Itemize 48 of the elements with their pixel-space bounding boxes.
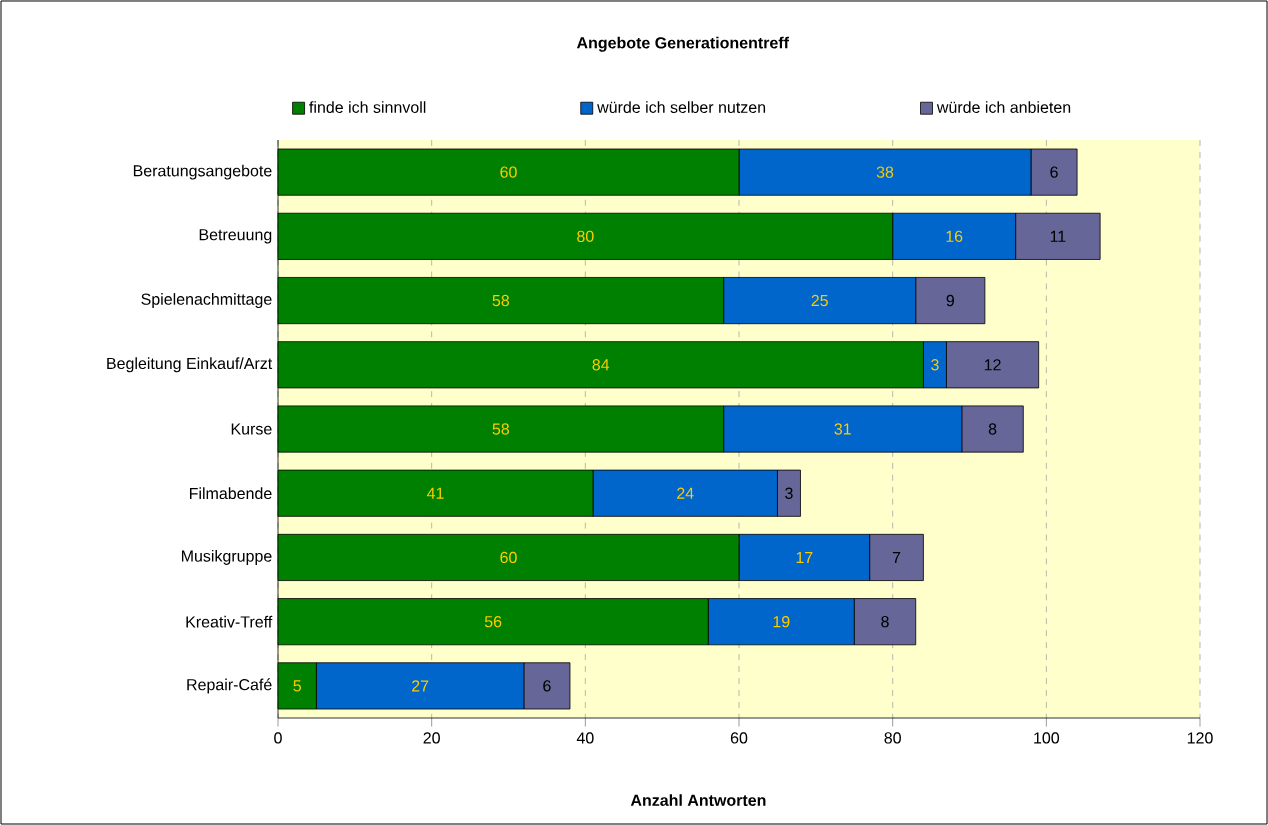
data-label: 41 [426,487,444,499]
data-label: 19 [773,615,790,628]
data-label: 58 [492,423,510,435]
data-label: 31 [834,423,851,435]
data-label: 6 [1050,166,1058,178]
y-tick-label: Filmabende [189,487,272,500]
data-label: 17 [796,551,813,563]
x-tick-label: 40 [576,732,594,744]
data-label: 11 [1050,230,1066,242]
data-label: 60 [500,166,517,178]
data-label: 3 [931,359,939,371]
x-tick-label: 120 [1187,732,1213,744]
legend-label: würde ich anbieten [936,101,1071,113]
data-label: 3 [785,487,793,499]
data-label: 25 [811,294,828,307]
y-tick-label: Spielenachmittage [141,293,272,309]
data-label: 24 [677,487,694,499]
data-label: 8 [988,423,997,435]
data-label: 80 [577,230,594,242]
data-label: 16 [946,230,963,242]
x-tick-label: 0 [274,732,282,744]
data-label: 12 [984,359,1001,371]
x-tick-label: 20 [423,732,440,744]
y-tick-label: Beratungsangebote [133,164,272,180]
x-tick-label: 100 [1034,732,1060,744]
legend-label: würde ich selber nutzen [597,101,766,113]
data-label: 58 [492,294,510,307]
data-label: 7 [892,551,901,563]
data-label: 38 [876,166,894,178]
y-tick-label: Betreuung [199,229,272,244]
y-tick-label: Begleitung Einkauf/Arzt [107,357,273,373]
data-label: 84 [592,359,610,371]
data-label: 6 [543,680,551,692]
data-label: 9 [946,294,955,307]
data-label: 8 [881,615,889,628]
y-tick-label: Musikgruppe [181,550,272,565]
y-tick-label: Repair-Café [187,678,272,694]
y-tick-label: Kurse [231,423,272,435]
data-label: 60 [500,551,517,564]
data-label: 56 [484,615,502,628]
x-axis-title: Anzahl Antworten [630,794,766,806]
chart-title: Angebote Generationentreff [576,36,790,52]
data-label: 27 [412,680,429,692]
data-label: 5 [293,680,301,692]
x-tick-label: 60 [730,732,748,744]
x-tick-label: 80 [884,732,901,744]
y-tick-label: Kreativ-Treff [186,615,273,628]
legend-label: finde ich sinnvoll [309,101,426,113]
